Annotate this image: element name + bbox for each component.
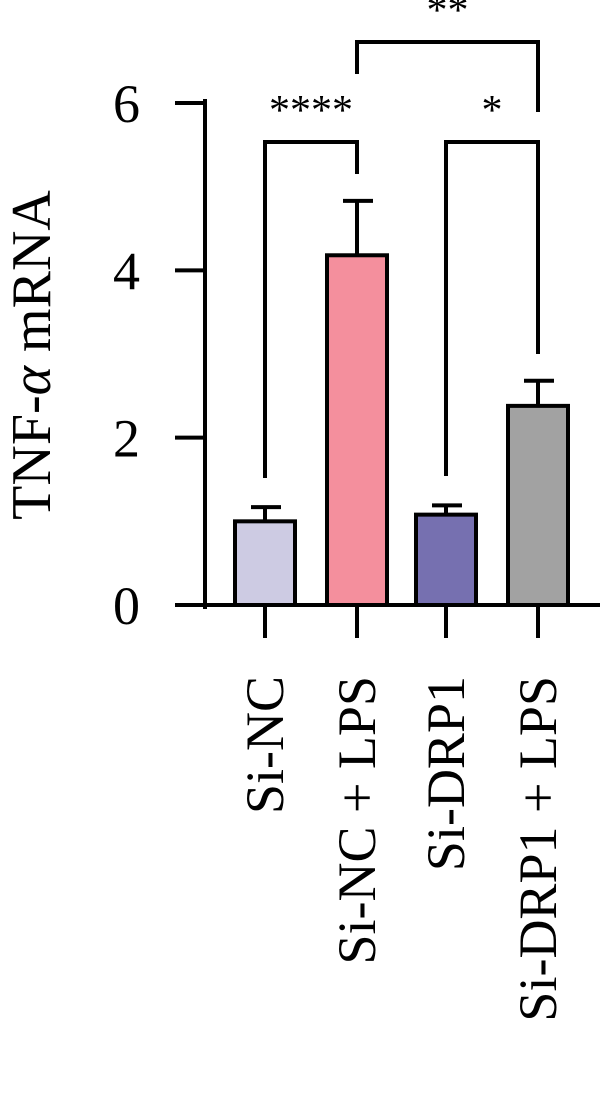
significance-bracket [263,140,359,478]
y-axis-label-main: TNF- [1,395,63,519]
y-tick-label: 4 [113,241,140,301]
x-tick-label: Si-DRP1 + LPS [508,676,568,1022]
significance-label: **** [269,88,353,134]
y-axis-label-alpha: α [1,364,63,395]
y-axis-label: TNF-α mRNA [1,190,63,520]
x-tick-label: Si-NC + LPS [327,676,387,965]
significance-label: ** [427,0,469,34]
x-tick-label: Si-NC [235,676,295,814]
y-tick-label: 2 [113,409,140,469]
y-tick-label: 6 [113,74,140,134]
bar [325,253,389,607]
x-tick-label: Si-DRP1 [416,676,476,871]
y-axis-label-tail: mRNA [1,190,63,366]
bar [506,403,570,607]
significance-label: * [482,88,503,134]
y-tick-label: 0 [113,576,140,636]
significance-bracket [355,40,540,112]
significance-bracket [444,140,540,476]
bar [233,519,297,607]
bar [414,512,478,608]
plot-area: 0 2 4 6 Si-NC Si-NC + LPS Si-DRP1 Si-DRP1 + LPS… [113,0,600,1022]
